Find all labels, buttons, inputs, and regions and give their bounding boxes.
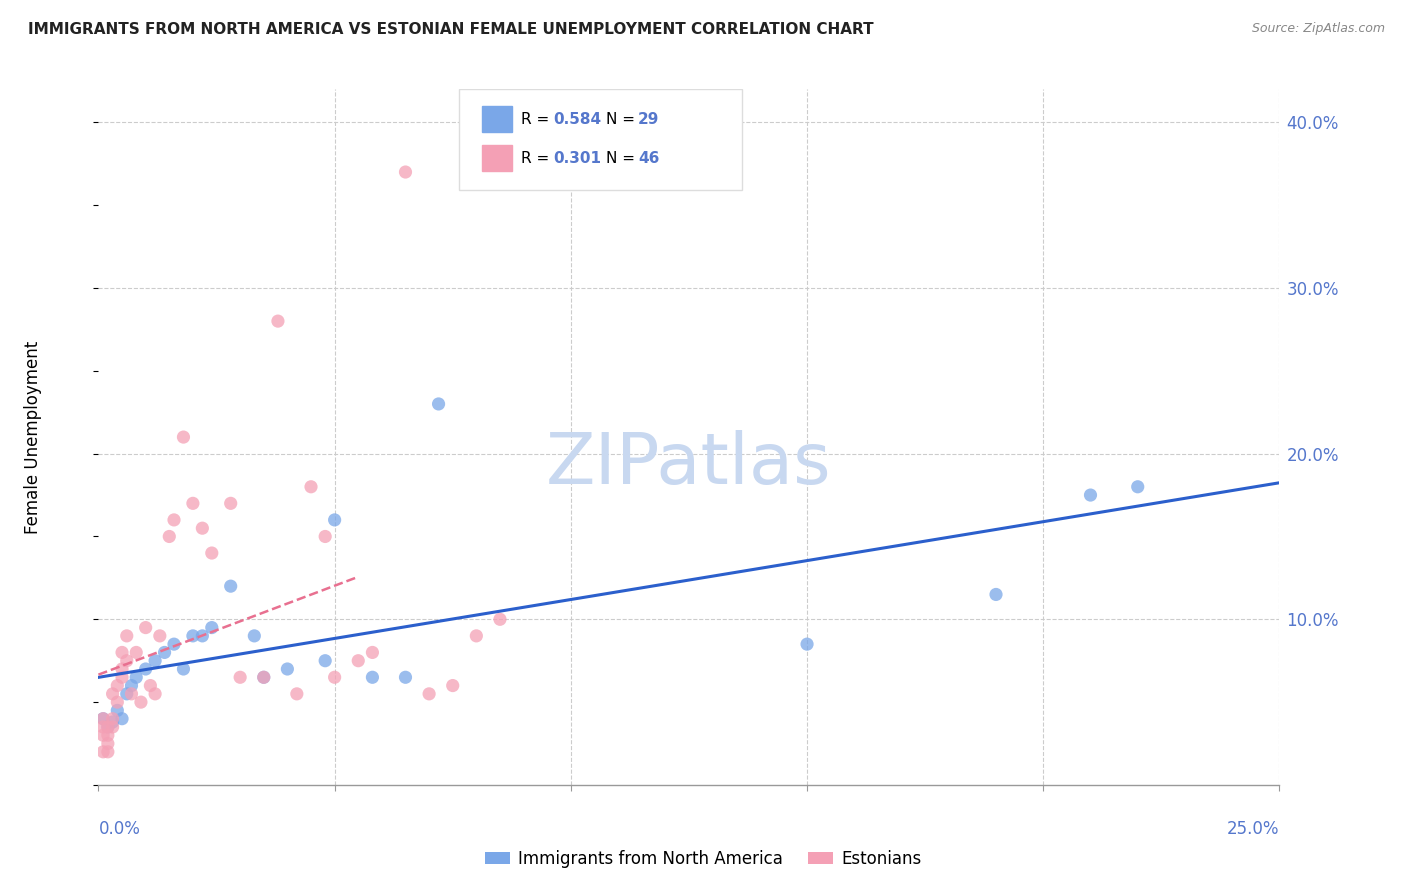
Point xyxy=(91,720,114,734)
Point xyxy=(796,637,818,651)
Point xyxy=(219,579,242,593)
Point xyxy=(163,513,186,527)
Point xyxy=(1080,488,1102,502)
Text: ZIPatlas: ZIPatlas xyxy=(546,431,832,500)
Point xyxy=(441,679,464,693)
Point xyxy=(361,670,384,684)
Point xyxy=(172,662,194,676)
Point xyxy=(172,430,194,444)
Point xyxy=(111,712,134,726)
Point xyxy=(285,687,308,701)
Point xyxy=(394,165,416,179)
Point xyxy=(139,679,162,693)
Legend: Immigrants from North America, Estonians: Immigrants from North America, Estonians xyxy=(478,844,928,875)
Point xyxy=(229,670,252,684)
FancyBboxPatch shape xyxy=(458,89,742,190)
Point xyxy=(253,670,276,684)
Text: 0.0%: 0.0% xyxy=(98,820,141,838)
Point xyxy=(101,687,124,701)
Point xyxy=(97,737,120,751)
Point xyxy=(97,720,120,734)
Point xyxy=(111,662,134,676)
Point xyxy=(143,654,166,668)
Point xyxy=(115,629,138,643)
Bar xyxy=(482,106,512,132)
Point xyxy=(347,654,370,668)
Text: N =: N = xyxy=(606,112,636,127)
Point xyxy=(1126,480,1149,494)
Point xyxy=(314,529,336,543)
Text: R =: R = xyxy=(522,112,550,127)
Point xyxy=(105,695,128,709)
Point xyxy=(323,513,346,527)
Point xyxy=(91,712,114,726)
Point xyxy=(191,521,214,535)
Point xyxy=(111,645,134,659)
Point xyxy=(191,629,214,643)
Point xyxy=(163,637,186,651)
Point xyxy=(427,397,450,411)
Point xyxy=(143,687,166,701)
Text: N =: N = xyxy=(606,151,636,166)
Point xyxy=(157,529,180,543)
Point xyxy=(489,612,512,626)
Text: Source: ZipAtlas.com: Source: ZipAtlas.com xyxy=(1251,22,1385,36)
Point xyxy=(115,654,138,668)
Point xyxy=(135,621,157,635)
Point xyxy=(153,645,176,659)
Point xyxy=(314,654,336,668)
Point xyxy=(97,720,120,734)
Text: 0.301: 0.301 xyxy=(553,151,602,166)
Point xyxy=(91,728,114,742)
Point xyxy=(111,670,134,684)
Point xyxy=(121,679,143,693)
Point xyxy=(91,712,114,726)
Point xyxy=(201,546,224,560)
Point xyxy=(97,745,120,759)
Point xyxy=(361,645,384,659)
Point xyxy=(121,687,143,701)
Point xyxy=(91,745,114,759)
Point xyxy=(984,587,1007,601)
Point xyxy=(181,629,204,643)
Point xyxy=(125,645,148,659)
Point xyxy=(299,480,322,494)
Bar xyxy=(482,145,512,171)
Point xyxy=(267,314,290,328)
Point xyxy=(276,662,298,676)
Point xyxy=(253,670,276,684)
Point xyxy=(97,728,120,742)
Point xyxy=(243,629,266,643)
Point xyxy=(149,629,172,643)
Point xyxy=(465,629,488,643)
Text: 29: 29 xyxy=(638,112,659,127)
Text: 25.0%: 25.0% xyxy=(1227,820,1279,838)
Point xyxy=(115,687,138,701)
Point xyxy=(394,670,416,684)
Point xyxy=(101,720,124,734)
Point xyxy=(201,621,224,635)
Text: R =: R = xyxy=(522,151,550,166)
Point xyxy=(105,703,128,717)
Point xyxy=(101,712,124,726)
Point xyxy=(101,714,124,729)
Point xyxy=(135,662,157,676)
Point xyxy=(129,695,152,709)
Point xyxy=(219,496,242,510)
Point xyxy=(125,670,148,684)
Text: 0.584: 0.584 xyxy=(553,112,602,127)
Point xyxy=(418,687,440,701)
Point xyxy=(181,496,204,510)
Text: IMMIGRANTS FROM NORTH AMERICA VS ESTONIAN FEMALE UNEMPLOYMENT CORRELATION CHART: IMMIGRANTS FROM NORTH AMERICA VS ESTONIA… xyxy=(28,22,873,37)
Text: 46: 46 xyxy=(638,151,659,166)
Point xyxy=(323,670,346,684)
Text: Female Unemployment: Female Unemployment xyxy=(24,341,42,533)
Point xyxy=(105,679,128,693)
